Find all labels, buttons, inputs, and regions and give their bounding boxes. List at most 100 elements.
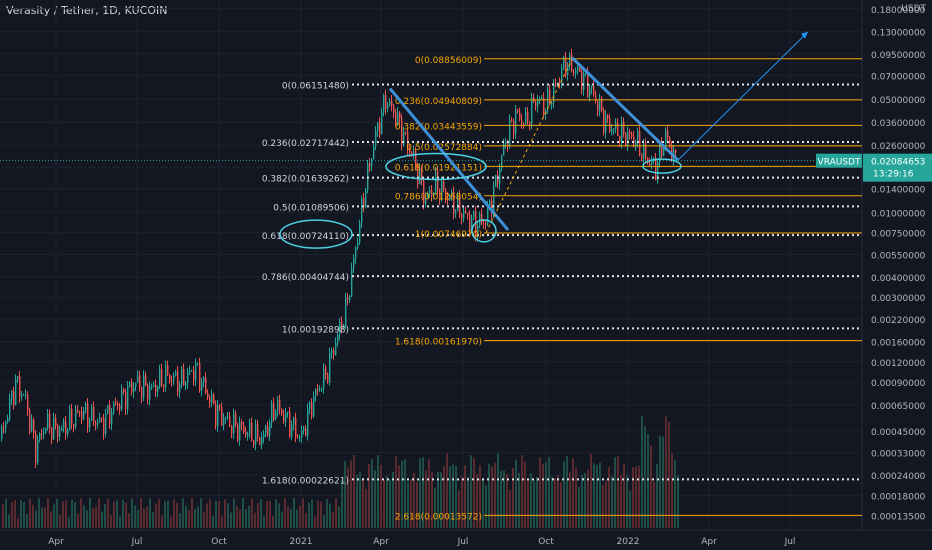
volume-bar xyxy=(668,421,670,528)
volume-bar xyxy=(17,517,19,528)
candle-body xyxy=(97,422,99,425)
candle-body xyxy=(257,424,259,438)
volume-bar xyxy=(173,499,175,528)
fib-orange-label: 0.786(0.01268054) xyxy=(395,193,482,203)
y-tick-label: 0.00300000 xyxy=(871,294,926,304)
candle-body xyxy=(467,213,469,216)
volume-bar xyxy=(131,498,133,528)
candle-body xyxy=(393,106,395,113)
candle-body xyxy=(471,218,473,230)
candle-body xyxy=(489,200,491,207)
volume-bar xyxy=(611,476,613,528)
candle-body xyxy=(263,433,265,438)
y-tick-label: 0.13000000 xyxy=(871,29,926,39)
highlight-ellipse xyxy=(385,152,487,181)
volume-bar xyxy=(356,474,358,528)
volume-bar xyxy=(248,505,250,528)
volume-bar xyxy=(278,503,280,528)
candle-body xyxy=(643,143,645,159)
last-price-label: 0.02084653 xyxy=(871,158,925,168)
candle-body xyxy=(183,368,185,386)
volume-bar xyxy=(380,465,382,528)
candle-body xyxy=(443,181,445,190)
volume-bar xyxy=(395,455,397,528)
volume-bar xyxy=(65,500,67,528)
candle-body xyxy=(631,133,633,137)
volume-bar xyxy=(353,454,355,528)
candle-body xyxy=(147,385,149,400)
candle-body xyxy=(271,403,273,423)
volume-bar xyxy=(446,453,448,528)
candle-body xyxy=(85,403,87,411)
volume-bar xyxy=(296,509,298,528)
fib-orange-label: 1.618(0.00161970) xyxy=(395,338,482,348)
candle-body xyxy=(243,424,245,433)
candle-body xyxy=(373,146,375,159)
candle-body xyxy=(505,141,507,144)
volume-bar xyxy=(242,498,244,528)
volume-bar xyxy=(545,462,547,528)
volume-bar xyxy=(110,515,112,528)
volume-bar xyxy=(14,500,16,528)
candle-body xyxy=(453,191,455,214)
volume-bar xyxy=(674,460,676,528)
candle-body xyxy=(113,402,115,413)
candle-body xyxy=(177,371,179,393)
candle-body xyxy=(15,379,17,406)
volume-bar xyxy=(608,467,610,528)
candle-body xyxy=(405,131,407,133)
candle-body xyxy=(647,157,649,164)
candle-body xyxy=(301,430,303,437)
volume-bar xyxy=(515,459,517,528)
candle-body xyxy=(259,437,261,446)
candle-body xyxy=(73,424,75,427)
candle-body xyxy=(535,102,537,107)
candle-body xyxy=(383,95,385,112)
projection-arrowhead xyxy=(801,31,808,39)
candle-body xyxy=(7,418,9,423)
candle-body xyxy=(195,363,197,381)
candle-body xyxy=(133,386,135,393)
candle-body xyxy=(619,135,621,143)
volume-bar xyxy=(575,467,577,528)
volume-bar xyxy=(317,500,319,528)
candle-body xyxy=(59,430,61,437)
volume-bar xyxy=(653,481,655,528)
volume-bar xyxy=(452,464,454,528)
volume-bar xyxy=(596,464,598,528)
candle-body xyxy=(645,143,647,158)
candle-body xyxy=(417,164,419,185)
candle-body xyxy=(665,130,667,147)
volume-bar xyxy=(590,453,592,528)
fib-white-label: 0.5(0.01089506) xyxy=(273,203,349,213)
volume-bar xyxy=(221,516,223,528)
candle-body xyxy=(425,197,427,204)
candle-body xyxy=(655,158,657,180)
candle-body xyxy=(289,411,291,437)
candle-body xyxy=(431,190,433,196)
volume-bar xyxy=(62,501,64,528)
volume-bar xyxy=(638,465,640,528)
volume-bar xyxy=(89,498,91,528)
candle-body xyxy=(143,375,145,398)
candle-body xyxy=(307,408,309,436)
y-tick-label: 0.00013500 xyxy=(871,513,926,523)
candle-body xyxy=(189,370,191,372)
candle-body xyxy=(317,388,319,390)
candle-body xyxy=(369,163,371,167)
candle-body xyxy=(353,258,355,268)
candle-body xyxy=(555,83,557,85)
candle-body xyxy=(403,131,405,146)
volume-bar xyxy=(32,504,34,528)
candle-body xyxy=(49,413,51,428)
volume-bar xyxy=(251,498,253,528)
candle-body xyxy=(21,395,23,397)
candle-body xyxy=(105,413,107,434)
y-tick-label: 0.00024000 xyxy=(871,472,926,482)
candle-body xyxy=(605,115,607,133)
volume-bar xyxy=(659,435,661,528)
y-tick-label: 0.00160000 xyxy=(871,339,926,349)
candle-body xyxy=(629,131,631,134)
volume-bar xyxy=(194,508,196,528)
